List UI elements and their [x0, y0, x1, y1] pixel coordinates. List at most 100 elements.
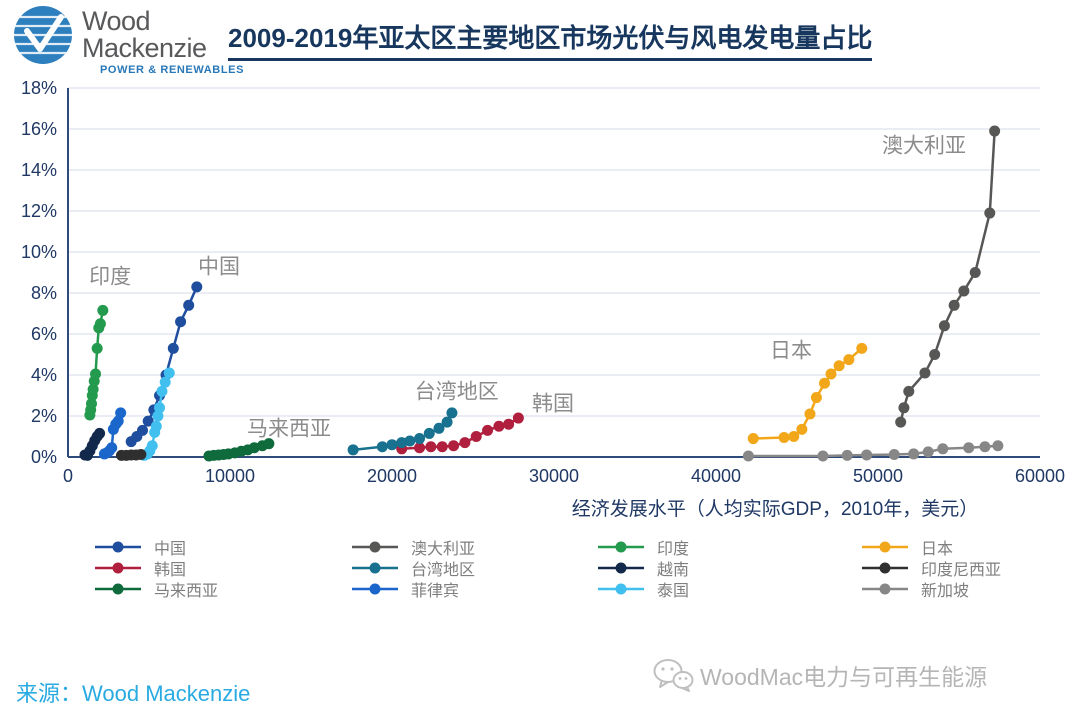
data-point: [963, 442, 975, 454]
data-point: [191, 281, 203, 293]
data-point: [414, 433, 426, 445]
y-tick-label: 8%: [31, 283, 57, 303]
series-日本: [747, 342, 868, 445]
legend-marker-icon: [598, 562, 644, 573]
data-point: [895, 416, 907, 428]
legend-marker-icon: [862, 541, 908, 552]
data-point: [152, 410, 164, 422]
series-line: [899, 130, 996, 423]
data-point: [436, 441, 448, 453]
data-point: [404, 435, 416, 447]
data-point: [742, 450, 754, 462]
data-point: [163, 367, 175, 379]
series-line: [748, 444, 998, 458]
data-point: [137, 424, 149, 436]
data-point: [948, 299, 960, 311]
legend-label: 新加坡: [921, 582, 970, 600]
legend-marker-icon: [352, 583, 398, 594]
data-point: [503, 418, 515, 430]
legend-column: 中国韩国马来西亚: [95, 536, 219, 600]
legend-label: 菲律宾: [411, 582, 460, 600]
legend-label: 澳大利亚: [411, 540, 476, 558]
logo-line2: Mackenzie: [82, 33, 207, 63]
source-label: 来源：: [16, 681, 83, 706]
logo-tagline: POWER & RENEWABLES: [100, 64, 245, 76]
data-point: [937, 443, 949, 455]
data-point: [929, 349, 941, 360]
legend-item-印度尼西亚: 印度尼西亚: [862, 557, 1001, 579]
data-point: [984, 207, 996, 219]
data-point: [441, 416, 453, 428]
series-新加坡: [742, 440, 1004, 462]
legend-marker-icon: [598, 583, 644, 594]
data-point: [97, 304, 109, 316]
legend-marker-icon: [95, 562, 141, 573]
data-point: [156, 385, 168, 397]
series-annotation: 日本: [770, 339, 812, 362]
wechat-icon: [653, 659, 694, 692]
legend-marker-icon: [352, 562, 398, 573]
y-tick-label: 16%: [21, 119, 57, 139]
data-point: [146, 440, 158, 452]
data-point: [115, 407, 127, 419]
x-tick-label: 60000: [1015, 466, 1065, 486]
data-point: [85, 398, 97, 410]
x-tick-label: 10000: [205, 466, 255, 486]
data-point: [167, 342, 179, 354]
series-马来西亚: [203, 438, 275, 462]
chart-title: 2009-2019年亚太区主要地区市场光伏与风电发电量占比: [228, 18, 873, 61]
data-point: [833, 360, 845, 372]
data-point: [154, 402, 166, 414]
series-台湾地区: [347, 407, 458, 456]
data-point: [903, 385, 915, 397]
series-印度尼西亚: [115, 449, 147, 461]
data-point: [992, 440, 1004, 452]
legend-label: 马来西亚: [154, 582, 219, 600]
legend-item-泰国: 泰国: [598, 578, 689, 600]
data-point: [825, 368, 837, 380]
series-越南: [79, 427, 106, 461]
legend-label: 日本: [921, 540, 954, 558]
data-point: [482, 424, 494, 436]
legend-marker-icon: [862, 562, 908, 573]
data-point: [843, 354, 855, 366]
data-point: [898, 402, 910, 414]
series-annotation: 印度: [89, 266, 131, 289]
data-point: [938, 320, 950, 332]
data-point: [922, 446, 934, 458]
data-point: [433, 422, 445, 434]
data-point: [969, 267, 981, 278]
legend-column: 印度越南 泰国: [598, 536, 690, 600]
data-point: [747, 433, 759, 445]
series-annotation: 马来西亚: [247, 417, 331, 440]
series-annotation: 韩国: [532, 393, 574, 416]
data-point: [979, 441, 991, 453]
legend-label: 越南: [657, 561, 690, 579]
legend-item-澳大利亚: 澳大利亚: [352, 536, 476, 558]
series-韩国: [396, 412, 524, 455]
data-point: [263, 438, 275, 450]
data-point: [135, 449, 147, 461]
x-axis-label: 经济发展水平（人均实际GDP，2010年，美元）: [572, 498, 978, 520]
y-tick-label: 14%: [21, 160, 57, 180]
y-tick-label: 10%: [21, 242, 57, 262]
data-point: [347, 444, 359, 456]
data-point: [856, 342, 868, 354]
data-point: [788, 431, 800, 442]
data-point: [810, 392, 822, 404]
data-point: [804, 408, 816, 420]
legend-marker-icon: [95, 541, 141, 552]
x-tick-label: 40000: [691, 466, 741, 486]
legend-item-马来西亚: 马来西亚: [95, 578, 219, 600]
legend-item-新加坡: 新加坡: [862, 578, 1001, 600]
data-point: [888, 449, 900, 461]
y-tick-label: 12%: [21, 201, 57, 221]
legend-label: 韩国: [154, 561, 187, 579]
legend-label: 印度: [657, 540, 690, 558]
data-point: [459, 437, 471, 449]
series-澳大利亚: [895, 125, 1001, 428]
legend-item-中国: 中国: [95, 536, 218, 558]
series-annotation: 台湾地区: [415, 380, 499, 403]
chart-legend: 中国 韩国 马来西亚 澳大利亚 台湾地区 菲律宾 印度 越南 泰国 日本 印度尼西亚 新加坡: [0, 536, 1080, 608]
